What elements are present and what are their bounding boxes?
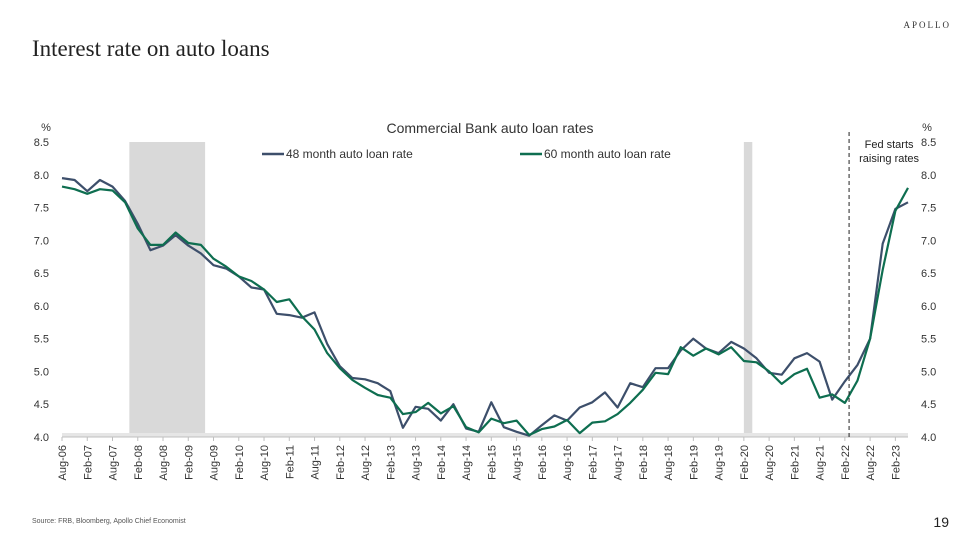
y-tick-label-right: 5.5 — [921, 334, 936, 346]
fed-annotation: Fed starts raising rates — [848, 132, 920, 437]
y-tick-label-right: 6.0 — [921, 301, 936, 313]
x-tick-label: Aug-12 — [360, 445, 372, 480]
y-tick-label-right: 6.5 — [921, 268, 936, 280]
annotation-line-2: raising rates — [859, 153, 919, 165]
x-tick-label: Feb-07 — [82, 445, 94, 480]
y-tick-label-left: 8.0 — [34, 170, 49, 182]
x-tick-label: Aug-15 — [512, 445, 524, 480]
x-tick-label: Feb-18 — [638, 445, 650, 480]
x-tick-label: Feb-23 — [890, 445, 902, 480]
x-tick-label: Feb-12 — [335, 445, 347, 480]
x-tick-label: Aug-08 — [158, 445, 170, 480]
x-tick-label: Feb-14 — [436, 445, 448, 480]
y-tick-label-right: 4.5 — [921, 399, 936, 411]
x-tick-label: Feb-10 — [234, 445, 246, 480]
y-tick-label-left: 6.0 — [34, 301, 49, 313]
y-tick-label-right: 4.0 — [921, 432, 936, 444]
y-tick-label-right: 7.5 — [921, 203, 936, 215]
x-tick-label: Aug-06 — [57, 445, 69, 480]
recession-band-1 — [129, 142, 206, 437]
x-tick-label: Aug-16 — [562, 445, 574, 480]
x-tick-label: Aug-09 — [209, 445, 221, 480]
chart-title: Commercial Bank auto loan rates — [387, 120, 594, 136]
y-tick-label-left: 7.0 — [34, 235, 49, 247]
x-tick-label: Aug-20 — [764, 445, 776, 480]
recession-band-2 — [743, 142, 753, 437]
axes: 4.0 4.0 4.5 4.5 5.0 5.0 5.5 5.5 6.0 6.0 6.5 6.5 7.0 7… — [34, 137, 937, 480]
x-axis-band — [62, 433, 908, 437]
x-tick-label: Feb-21 — [789, 445, 801, 480]
source-note: Source: FRB, Bloomberg, Apollo Chief Eco… — [32, 518, 186, 525]
x-tick-label: Feb-17 — [587, 445, 599, 480]
y-tick-label-right: 8.5 — [921, 137, 936, 149]
x-tick-label: Aug-14 — [461, 445, 473, 480]
x-tick-label: Feb-16 — [537, 445, 549, 480]
series-line-60m — [61, 185, 909, 437]
y-tick-label-right: 8.0 — [921, 170, 936, 182]
y-tick-label-left: 4.0 — [34, 432, 49, 444]
x-tick-label: Feb-08 — [133, 445, 145, 480]
page-title: Interest rate on auto loans — [32, 36, 270, 61]
x-tick-label: Aug-13 — [411, 445, 423, 480]
y-axis-unit-left: % — [41, 122, 51, 134]
page-number: 19 — [933, 514, 949, 530]
x-tick-label: Aug-18 — [663, 445, 675, 480]
annotation-line-1: Fed starts — [865, 139, 914, 151]
y-tick-label-left: 5.5 — [34, 334, 49, 346]
x-tick-label: Feb-15 — [486, 445, 498, 480]
x-tick-label: Aug-10 — [259, 445, 271, 480]
y-tick-label-right: 5.0 — [921, 366, 936, 378]
recession-shading — [129, 142, 753, 437]
x-tick-label: Aug-22 — [865, 445, 877, 480]
series-lines — [61, 177, 909, 437]
x-tick-label: Feb-19 — [688, 445, 700, 480]
y-tick-label-left: 4.5 — [34, 399, 49, 411]
x-tick-label: Feb-22 — [840, 445, 852, 480]
x-tick-label: Feb-11 — [284, 445, 296, 479]
y-tick-label-right: 7.0 — [921, 235, 936, 247]
legend-label-48m: 48 month auto loan rate — [286, 147, 413, 161]
x-tick-label: Feb-20 — [739, 445, 751, 480]
x-tick-label: Aug-19 — [714, 445, 726, 480]
y-tick-label-left: 8.5 — [34, 137, 49, 149]
brand-logo: APOLLO — [903, 20, 951, 30]
y-tick-label-left: 5.0 — [34, 366, 49, 378]
y-tick-label-left: 7.5 — [34, 203, 49, 215]
x-tick-label: Aug-07 — [108, 445, 120, 480]
x-tick-label: Aug-11 — [310, 445, 322, 480]
x-tick-label: Aug-17 — [613, 445, 625, 480]
legend-label-60m: 60 month auto loan rate — [544, 147, 671, 161]
x-tick-label: Feb-09 — [183, 445, 195, 480]
x-tick-label: Aug-21 — [815, 445, 827, 480]
y-axis-unit-right: % — [922, 122, 932, 134]
legend: 48 month auto loan rate 60 month auto lo… — [262, 147, 671, 161]
y-tick-label-left: 6.5 — [34, 268, 49, 280]
x-tick-label: Feb-13 — [385, 445, 397, 480]
